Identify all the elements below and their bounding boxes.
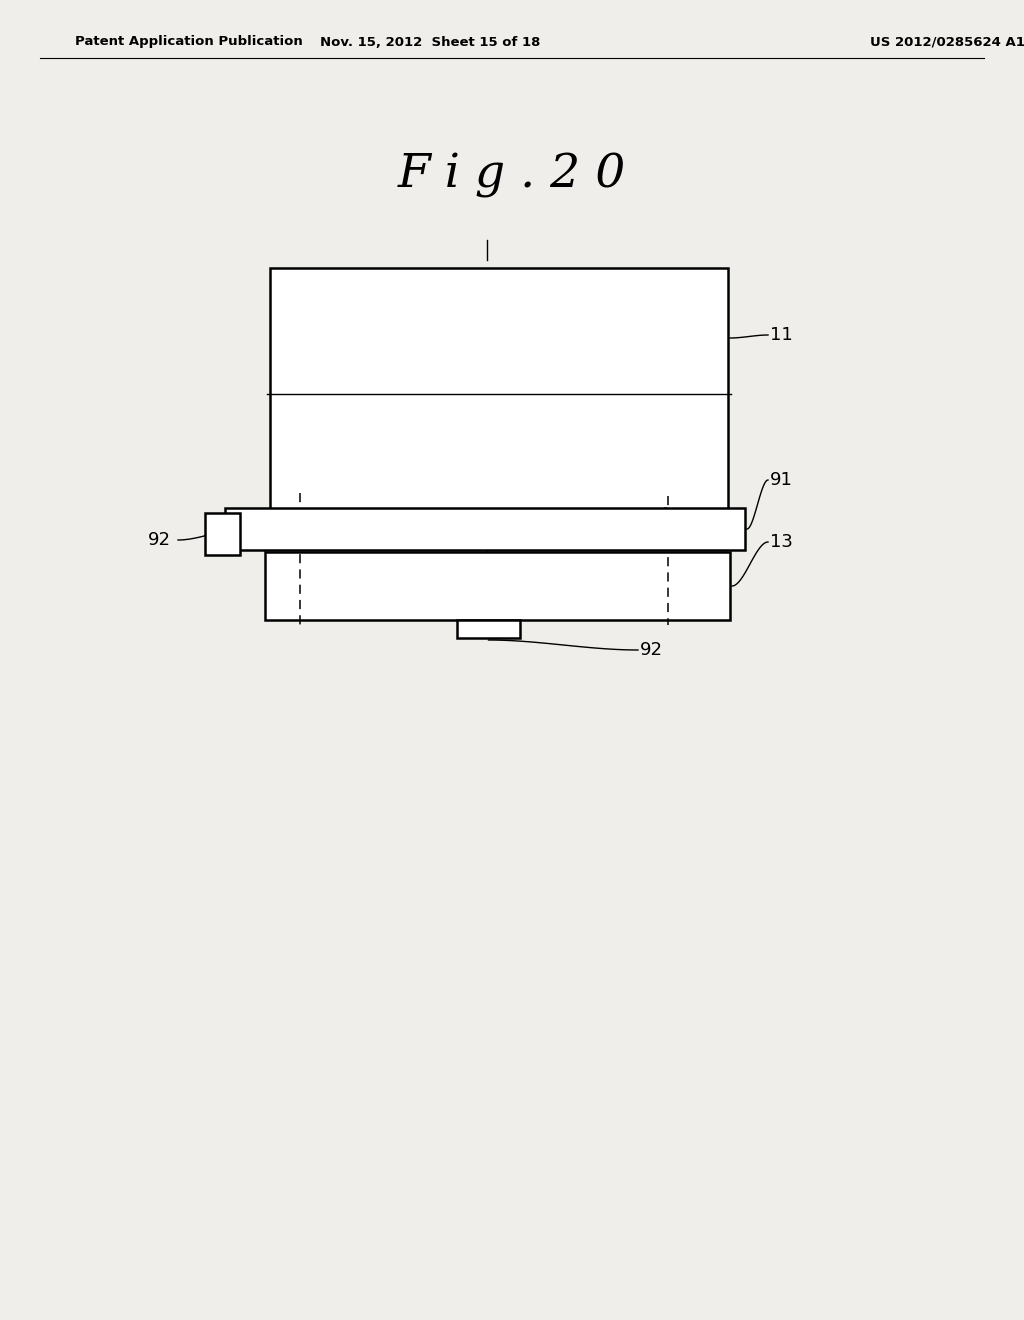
Bar — [265, 552, 730, 620]
Bar — [457, 620, 520, 638]
Text: 13: 13 — [770, 533, 793, 550]
Text: Patent Application Publication: Patent Application Publication — [75, 36, 303, 49]
Bar — [225, 508, 745, 550]
Text: Nov. 15, 2012  Sheet 15 of 18: Nov. 15, 2012 Sheet 15 of 18 — [319, 36, 541, 49]
Text: 92: 92 — [640, 642, 663, 659]
Text: 91: 91 — [770, 471, 793, 488]
Bar — [205, 513, 240, 554]
Text: US 2012/0285624 A1: US 2012/0285624 A1 — [870, 36, 1024, 49]
Text: 11: 11 — [770, 326, 793, 345]
Bar — [270, 268, 728, 520]
Text: F i g . 2 0: F i g . 2 0 — [397, 152, 627, 198]
Text: 92: 92 — [148, 531, 171, 549]
